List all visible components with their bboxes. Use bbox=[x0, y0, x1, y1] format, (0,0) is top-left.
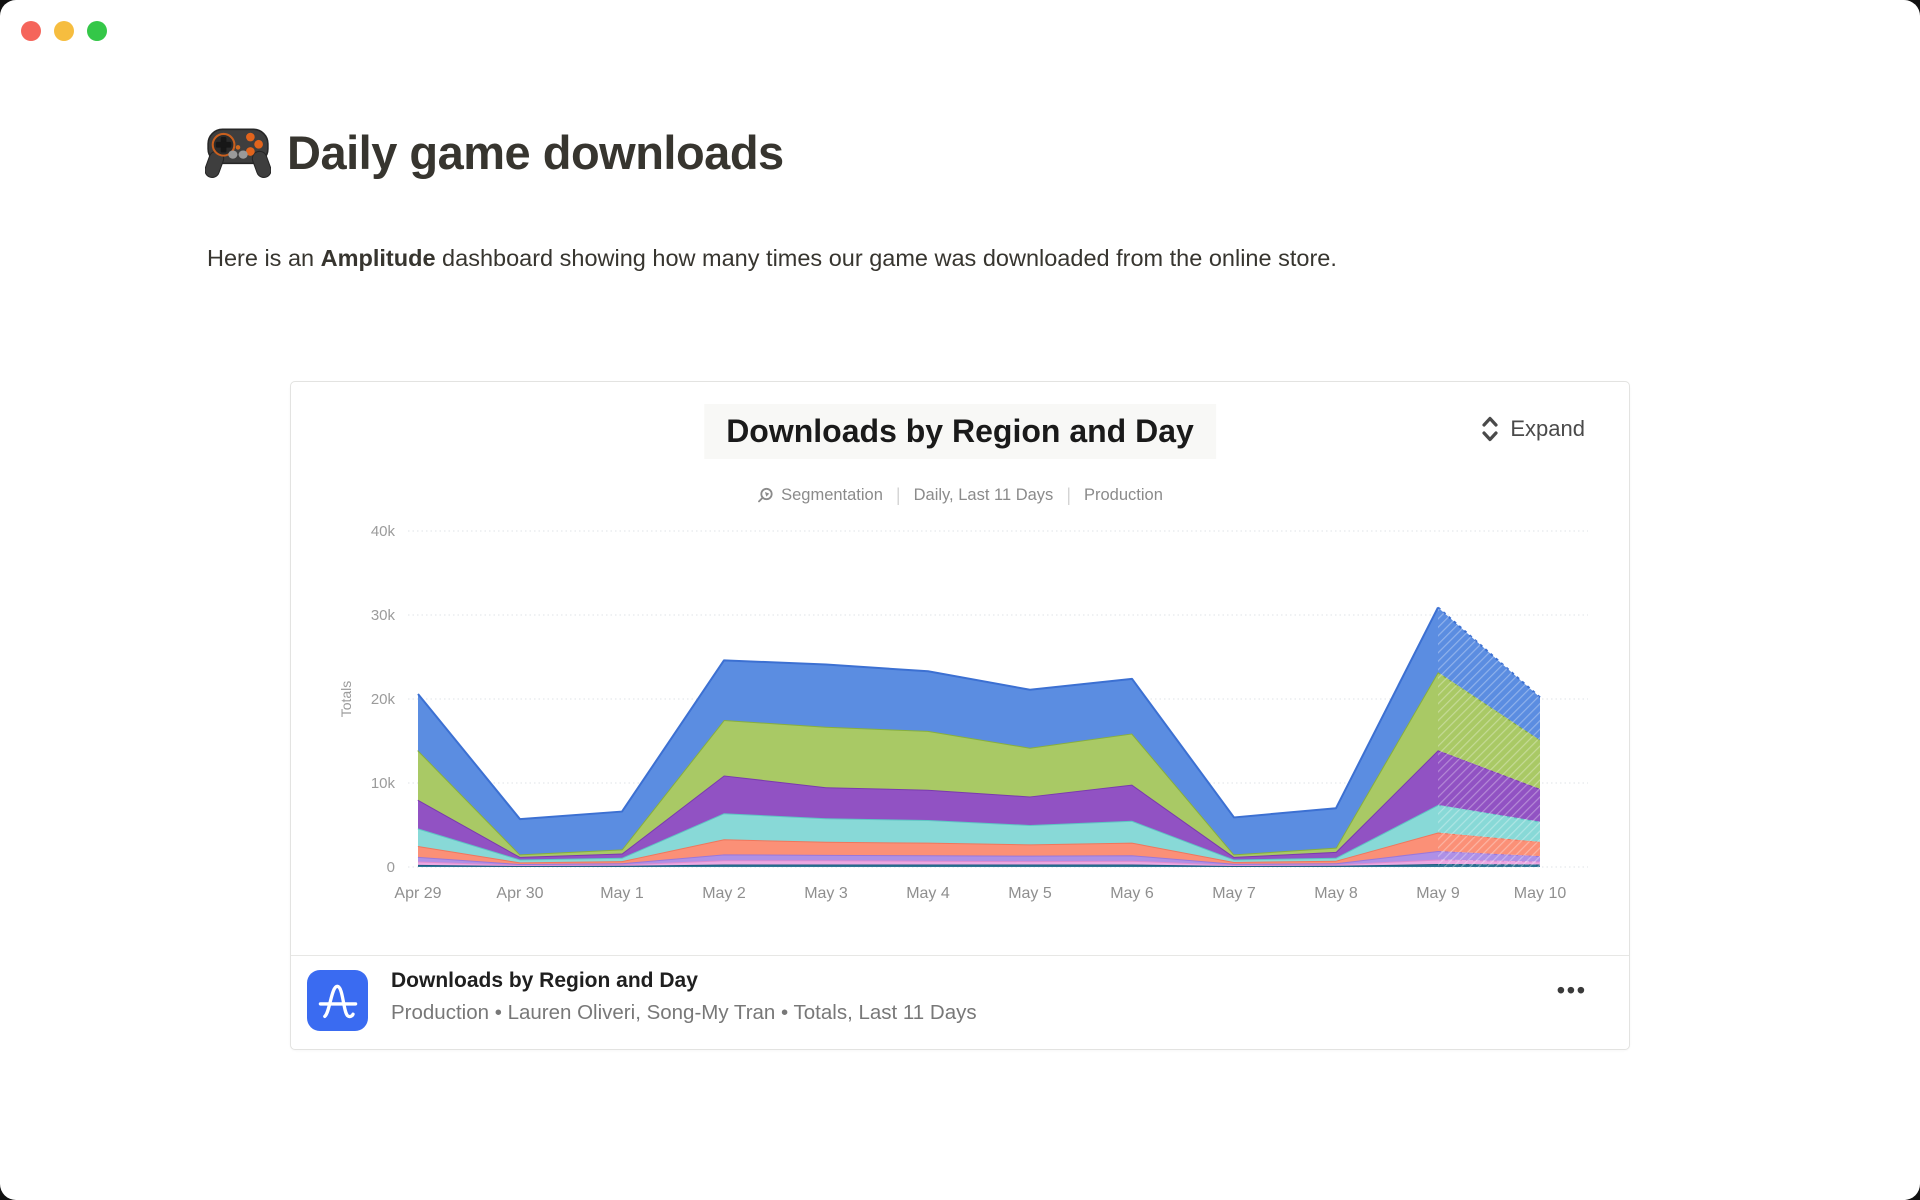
footer-chart-link[interactable]: Downloads by Region and Day bbox=[391, 969, 698, 992]
x-tick-label: Apr 29 bbox=[394, 885, 441, 902]
x-tick-label: May 7 bbox=[1212, 885, 1256, 902]
segmentation-chip: Segmentation bbox=[757, 486, 883, 505]
chart-title: Downloads by Region and Day bbox=[704, 404, 1216, 459]
area-salmon bbox=[418, 832, 1540, 865]
x-tick-label: May 9 bbox=[1416, 885, 1460, 902]
edge-pink bbox=[417, 858, 1439, 866]
y-tick-label: 40k bbox=[371, 523, 396, 540]
expand-button[interactable]: Expand bbox=[1474, 414, 1591, 444]
x-tick-label: May 10 bbox=[1514, 885, 1567, 902]
edge-dark-teal bbox=[417, 863, 1439, 867]
edge-green bbox=[417, 671, 1439, 856]
expand-chevrons-icon bbox=[1480, 415, 1500, 443]
minimize-window-button[interactable] bbox=[54, 21, 74, 41]
edge-blue bbox=[417, 606, 1439, 821]
x-tick-label: May 1 bbox=[600, 885, 644, 902]
intro-text-post: dashboard showing how many times our gam… bbox=[435, 244, 1337, 271]
window-controls bbox=[21, 21, 107, 41]
x-tick-label: May 8 bbox=[1314, 885, 1358, 902]
edge-dashed-blue bbox=[1437, 606, 1541, 699]
edge-salmon bbox=[417, 831, 1439, 864]
date-range-label: Daily, Last 11 Days bbox=[913, 486, 1054, 504]
embed-footer: Downloads by Region and Day Production •… bbox=[291, 955, 1629, 1049]
area-teal bbox=[418, 804, 1540, 863]
edge-dashed-teal bbox=[1437, 803, 1541, 823]
x-tick-label: May 3 bbox=[804, 885, 848, 902]
edge-lavender bbox=[417, 850, 1439, 866]
edge-purple bbox=[417, 749, 1439, 858]
y-tick-label: 0 bbox=[387, 859, 395, 876]
area-lavender bbox=[418, 851, 1540, 865]
y-axis-title: Totals bbox=[338, 681, 354, 718]
page-title-row: Daily game downloads bbox=[204, 122, 784, 182]
intro-text-bold: Amplitude bbox=[320, 244, 436, 271]
x-tick-label: May 6 bbox=[1110, 885, 1154, 902]
partial-day-overlay bbox=[1438, 607, 1540, 867]
expand-label: Expand bbox=[1510, 416, 1585, 441]
footer-chart-meta: Production • Lauren Oliveri, Song-My Tra… bbox=[391, 1001, 977, 1024]
y-tick-label: 20k bbox=[371, 691, 396, 708]
edge-teal bbox=[417, 803, 1439, 861]
segmentation-label: Segmentation bbox=[781, 486, 883, 504]
area-purple bbox=[418, 750, 1540, 860]
edge-dashed-green bbox=[1437, 671, 1541, 741]
edge-dashed-purple bbox=[1437, 749, 1541, 790]
intro-paragraph: Here is an Amplitude dashboard showing h… bbox=[207, 239, 1347, 278]
meta-separator: | bbox=[895, 485, 901, 505]
x-tick-label: Apr 30 bbox=[496, 885, 543, 902]
environment-label: Production bbox=[1084, 486, 1163, 504]
y-tick-label: 10k bbox=[371, 775, 396, 792]
segmentation-icon bbox=[757, 487, 774, 504]
edge-dashed-lavender bbox=[1437, 850, 1541, 858]
x-tick-label: May 2 bbox=[702, 885, 746, 902]
stacked-area-chart: 0 10k 20k 30k 40k Totals Apr 29 Apr 30 May 1 May … bbox=[338, 523, 1588, 902]
chart-meta-row: Segmentation | Daily, Last 11 Days | Pro… bbox=[291, 485, 1629, 506]
close-window-button[interactable] bbox=[21, 21, 41, 41]
y-tick-label: 30k bbox=[371, 607, 396, 624]
meta-separator: | bbox=[1066, 485, 1071, 505]
area-green bbox=[418, 672, 1540, 857]
area-dark-teal bbox=[418, 864, 1540, 867]
gamepad-icon bbox=[204, 122, 272, 182]
x-tick-label: May 4 bbox=[906, 885, 950, 902]
intro-text-pre: Here is an bbox=[207, 244, 321, 271]
page-title: Daily game downloads bbox=[287, 125, 784, 179]
edge-dashed-salmon bbox=[1437, 831, 1541, 843]
zoom-window-button[interactable] bbox=[87, 21, 107, 41]
edge-dashed-pink bbox=[1437, 858, 1541, 863]
area-pink bbox=[418, 859, 1540, 866]
amplitude-logo bbox=[307, 970, 368, 1031]
x-tick-label: May 5 bbox=[1008, 885, 1052, 902]
amplitude-embed-card: 0 10k 20k 30k 40k Totals Apr 29 Apr 30 May 1 May … bbox=[290, 381, 1630, 1050]
ellipsis-menu-button[interactable]: ••• bbox=[1551, 978, 1593, 1003]
area-blue bbox=[418, 607, 1540, 855]
